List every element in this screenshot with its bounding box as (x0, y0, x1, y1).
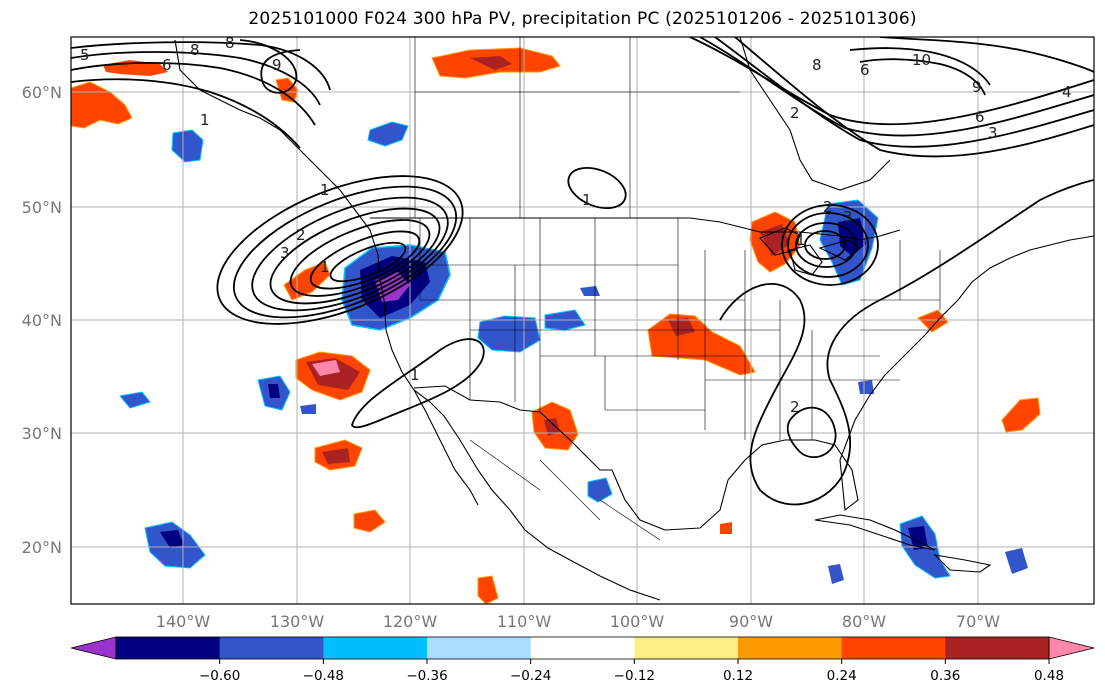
contour-label: 4 (1062, 83, 1072, 101)
map-frame (70, 36, 1095, 605)
lon-label-70w: 70°W (956, 612, 1000, 631)
lon-label-100w: 100°W (610, 612, 665, 631)
colorbar-segment (530, 637, 635, 659)
colorbar-extend-max (1048, 636, 1095, 660)
colorbar-tick-label: 0.48 (1034, 668, 1064, 684)
colorbar-segment (945, 637, 1050, 659)
colorbar-tick-label: 0.24 (827, 668, 857, 684)
lat-label-60n: 60°N (22, 83, 62, 102)
contour-label: 3 (988, 124, 998, 142)
contour-label: 3 (280, 244, 290, 262)
lon-label-140w: 140°W (156, 612, 211, 631)
longitude-labels: 140°W 130°W 120°W 110°W 100°W 90°W 80°W … (156, 612, 1000, 631)
contour-label: 9 (972, 78, 982, 96)
colorbar-segments (70, 636, 1095, 660)
lon-label-80w: 80°W (842, 612, 886, 631)
contour-label: 2 (790, 104, 800, 122)
pv-contour-labels: 5 6 8 8 9 1 1 3 2 1 1 1 1 2 3 2 8 6 10 9… (80, 34, 1072, 416)
contour-label: 6 (860, 61, 870, 79)
lat-label-20n: 20°N (22, 538, 62, 557)
contour-label: 6 (975, 108, 985, 126)
colorbar-tick-label: 0.36 (930, 668, 960, 684)
colorbar-tick-label: −0.36 (406, 668, 447, 684)
contour-label: 5 (80, 46, 90, 64)
pv-contours (71, 37, 1094, 506)
lat-label-50n: 50°N (22, 198, 62, 217)
map-title: 2025101000 F024 300 hPa PV, precipitatio… (248, 9, 917, 29)
contour-label: 1 (582, 191, 592, 209)
contour-label: 2 (296, 226, 306, 244)
contour-label: 1 (410, 366, 420, 384)
contour-label: 8 (812, 56, 822, 74)
contour-label: 6 (162, 56, 172, 74)
colorbar-segment (841, 637, 946, 659)
colorbar-tick-labels: −0.60 −0.48 −0.36 −0.24 −0.12 0.12 0.24 0.36 0.4… (199, 668, 1064, 684)
colorbar-tick-label: −0.12 (614, 668, 655, 684)
colorbar-segment (323, 637, 428, 659)
colorbar-segment (116, 637, 221, 659)
colorbar-outline (115, 636, 1050, 660)
contour-label: 1 (200, 111, 210, 129)
contour-label: 10 (912, 51, 931, 69)
lon-label-130w: 130°W (270, 612, 325, 631)
colorbar-segment (738, 637, 843, 659)
colorbar-tick-label: −0.24 (510, 668, 551, 684)
colorbar-ticks (219, 659, 1050, 664)
colorbar-tick-label: −0.48 (303, 668, 344, 684)
lon-label-90w: 90°W (729, 612, 773, 631)
colorbar-extend-min (70, 636, 117, 660)
colorbar-segment (219, 637, 324, 659)
coastlines (174, 37, 1094, 601)
contour-label: 8 (225, 34, 235, 52)
colorbar-tick-label: 0.12 (723, 668, 753, 684)
lon-label-120w: 120°W (383, 612, 438, 631)
colorbar-tick-label: −0.60 (199, 668, 240, 684)
lon-label-110w: 110°W (497, 612, 552, 631)
contour-label: 3 (843, 208, 853, 226)
contour-label: 2 (823, 198, 833, 216)
colorbar: −0.60 −0.48 −0.36 −0.24 −0.12 0.12 0.24 0.36 0.4… (70, 636, 1095, 684)
contour-label: 1 (320, 181, 330, 199)
contour-label: 1 (320, 258, 330, 276)
colorbar-segment (634, 637, 739, 659)
lat-label-30n: 30°N (22, 424, 62, 443)
contour-label: 2 (790, 398, 800, 416)
colorbar-segment (427, 637, 532, 659)
latitude-labels: 60°N 50°N 40°N 30°N 20°N (22, 83, 62, 557)
contour-label: 1 (796, 231, 806, 249)
contour-label: 9 (272, 56, 282, 74)
contour-label: 8 (190, 41, 200, 59)
lat-label-40n: 40°N (22, 311, 62, 330)
